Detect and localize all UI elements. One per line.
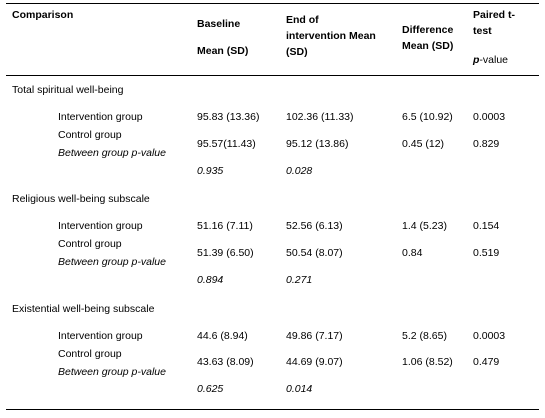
header-diff-line2: Mean (SD) xyxy=(402,40,454,52)
control-label: Control group xyxy=(58,238,122,250)
control-label: Control group xyxy=(58,129,122,141)
intervention-label: Intervention group xyxy=(58,220,143,232)
control-label: Control group xyxy=(58,348,122,360)
intervention-label: Intervention group xyxy=(58,111,143,123)
header-paired-line2: test xyxy=(473,25,492,37)
intervention-end: 102.36 (11.33) xyxy=(286,111,354,123)
bottom-rule xyxy=(6,409,539,410)
intervention-p: 0.154 xyxy=(473,220,500,232)
intervention-end: 49.86 (7.17) xyxy=(286,330,343,342)
intervention-baseline: 44.6 (8.94) xyxy=(197,330,248,342)
header-baseline-line1: Baseline xyxy=(197,18,241,30)
intervention-diff: 5.2 (8.65) xyxy=(402,330,447,342)
header-end-line1: End of xyxy=(286,14,319,26)
section-title: Religious well-being subscale xyxy=(12,193,150,205)
header-bottom-rule xyxy=(6,75,539,76)
control-end: 50.54 (8.07) xyxy=(286,247,343,259)
intervention-baseline: 95.83 (13.36) xyxy=(197,111,260,123)
control-baseline: 43.63 (8.09) xyxy=(197,356,254,368)
top-rule xyxy=(6,3,539,4)
header-paired-line1: Paired t- xyxy=(473,9,516,21)
control-diff: 0.84 xyxy=(402,247,423,259)
intervention-baseline: 51.16 (7.11) xyxy=(197,220,253,232)
control-p: 0.479 xyxy=(473,356,500,368)
control-baseline: 51.39 (6.50) xyxy=(197,247,254,259)
intervention-diff: 6.5 (10.92) xyxy=(402,111,453,123)
header-paired-p: p xyxy=(473,54,480,66)
header-end-line3: (SD) xyxy=(286,46,308,58)
header-comparison: Comparison xyxy=(12,9,74,21)
header-paired-value: -value xyxy=(479,54,509,66)
control-p: 0.519 xyxy=(473,247,500,259)
header-end-line2: intervention Mean xyxy=(286,30,376,42)
between-end: 0.028 xyxy=(286,165,313,177)
section-title: Existential well-being subscale xyxy=(12,303,155,315)
between-baseline: 0.935 xyxy=(197,165,224,177)
intervention-p: 0.0003 xyxy=(473,330,506,342)
control-baseline: 95.57(11.43) xyxy=(197,138,256,150)
between-end: 0.271 xyxy=(286,274,313,286)
between-label: Between group p-value xyxy=(58,366,166,378)
between-label: Between group p-value xyxy=(58,147,166,159)
intervention-diff: 1.4 (5.23) xyxy=(402,220,447,232)
control-p: 0.829 xyxy=(473,138,500,150)
intervention-p: 0.0003 xyxy=(473,111,506,123)
between-baseline: 0.625 xyxy=(197,383,224,395)
between-baseline: 0.894 xyxy=(197,274,224,286)
header-diff-line1: Difference xyxy=(402,24,454,36)
control-end: 44.69 (9.07) xyxy=(286,356,343,368)
header-paired-line3: p-value xyxy=(473,54,508,67)
control-end: 95.12 (13.86) xyxy=(286,138,349,150)
control-diff: 1.06 (8.52) xyxy=(402,356,453,368)
intervention-label: Intervention group xyxy=(58,330,143,342)
section-title: Total spiritual well-being xyxy=(12,84,124,96)
header-baseline-line2: Mean (SD) xyxy=(197,45,249,57)
intervention-end: 52.56 (6.13) xyxy=(286,220,343,232)
between-end: 0.014 xyxy=(286,383,313,395)
control-diff: 0.45 (12) xyxy=(402,138,445,150)
between-label: Between group p-value xyxy=(58,256,166,268)
